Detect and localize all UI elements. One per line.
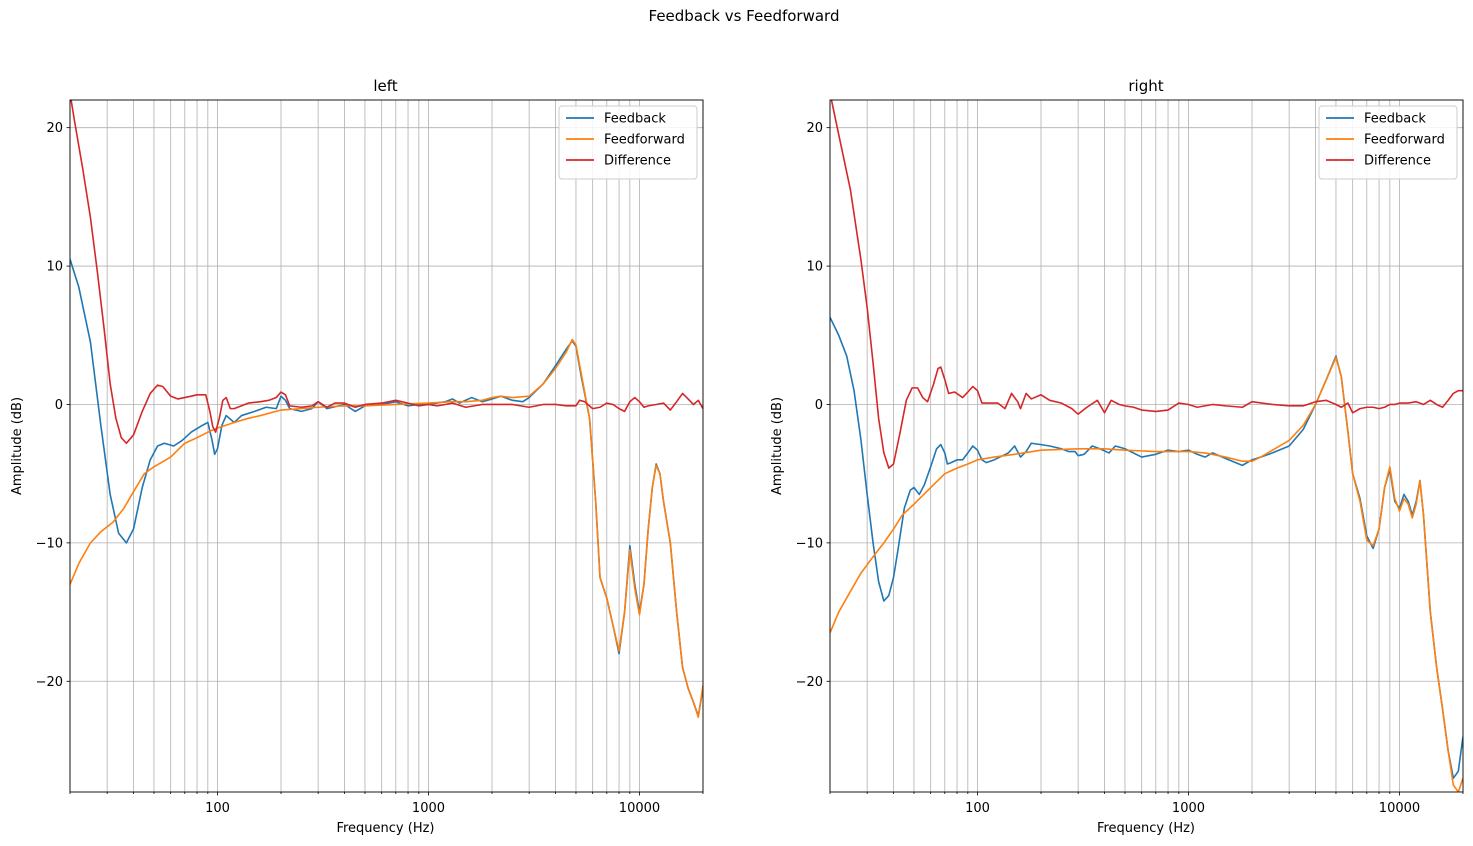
legend: Feedback Feedforward Difference [1318,105,1458,180]
legend-label: Difference [604,154,671,169]
y-axis-label: Amplitude (dB) [10,397,25,495]
grid [826,100,1464,796]
y-tick-label: −20 [796,675,823,690]
plot-frame [829,99,1464,793]
x-axis-label: Frequency (Hz) [336,821,434,836]
y-tick-label: 10 [46,260,63,275]
y-tick-label: 20 [806,121,823,136]
y-tick-label: −10 [796,536,823,551]
legend-label: Feedback [604,112,666,127]
y-axis-label: Amplitude (dB) [770,397,785,495]
panel-title: left [373,77,397,95]
x-tick-label: 1000 [412,801,445,816]
panel-right: right Frequency (Hz) Amplitude (dB) −20 −… [770,77,1464,836]
series-line-difference [70,100,703,445]
series-line-difference [830,100,1463,469]
y-tick-label: −10 [36,536,63,551]
y-tick-label: 0 [815,398,823,413]
figure-title: Feedback vs Feedforward [649,7,840,25]
y-tick-label: −20 [36,675,63,690]
legend-label: Feedforward [604,133,685,148]
series-lines [70,100,703,719]
x-tick-label: 100 [205,801,230,816]
legend-label: Feedforward [1364,133,1445,148]
series-lines [830,100,1463,792]
series-line-feedforward [70,338,703,719]
x-axis-label: Frequency (Hz) [1097,821,1195,836]
x-tick-label: 1000 [1172,801,1205,816]
y-tick-label: 0 [55,398,63,413]
legend: Feedback Feedforward Difference [558,105,698,180]
legend-label: Feedback [1364,112,1426,127]
plot-frame [69,99,704,793]
series-line-feedforward [830,356,1463,792]
legend-label: Difference [1364,154,1431,169]
x-tick-label: 100 [965,801,990,816]
panel-left: left Frequency (Hz) Amplitude (dB) −20 −1… [10,77,704,836]
y-tick-label: 10 [806,260,823,275]
y-tick-label: 20 [46,121,63,136]
x-tick-label: 10000 [1379,801,1420,816]
panel-title: right [1128,77,1163,95]
x-tick-label: 10000 [619,801,660,816]
